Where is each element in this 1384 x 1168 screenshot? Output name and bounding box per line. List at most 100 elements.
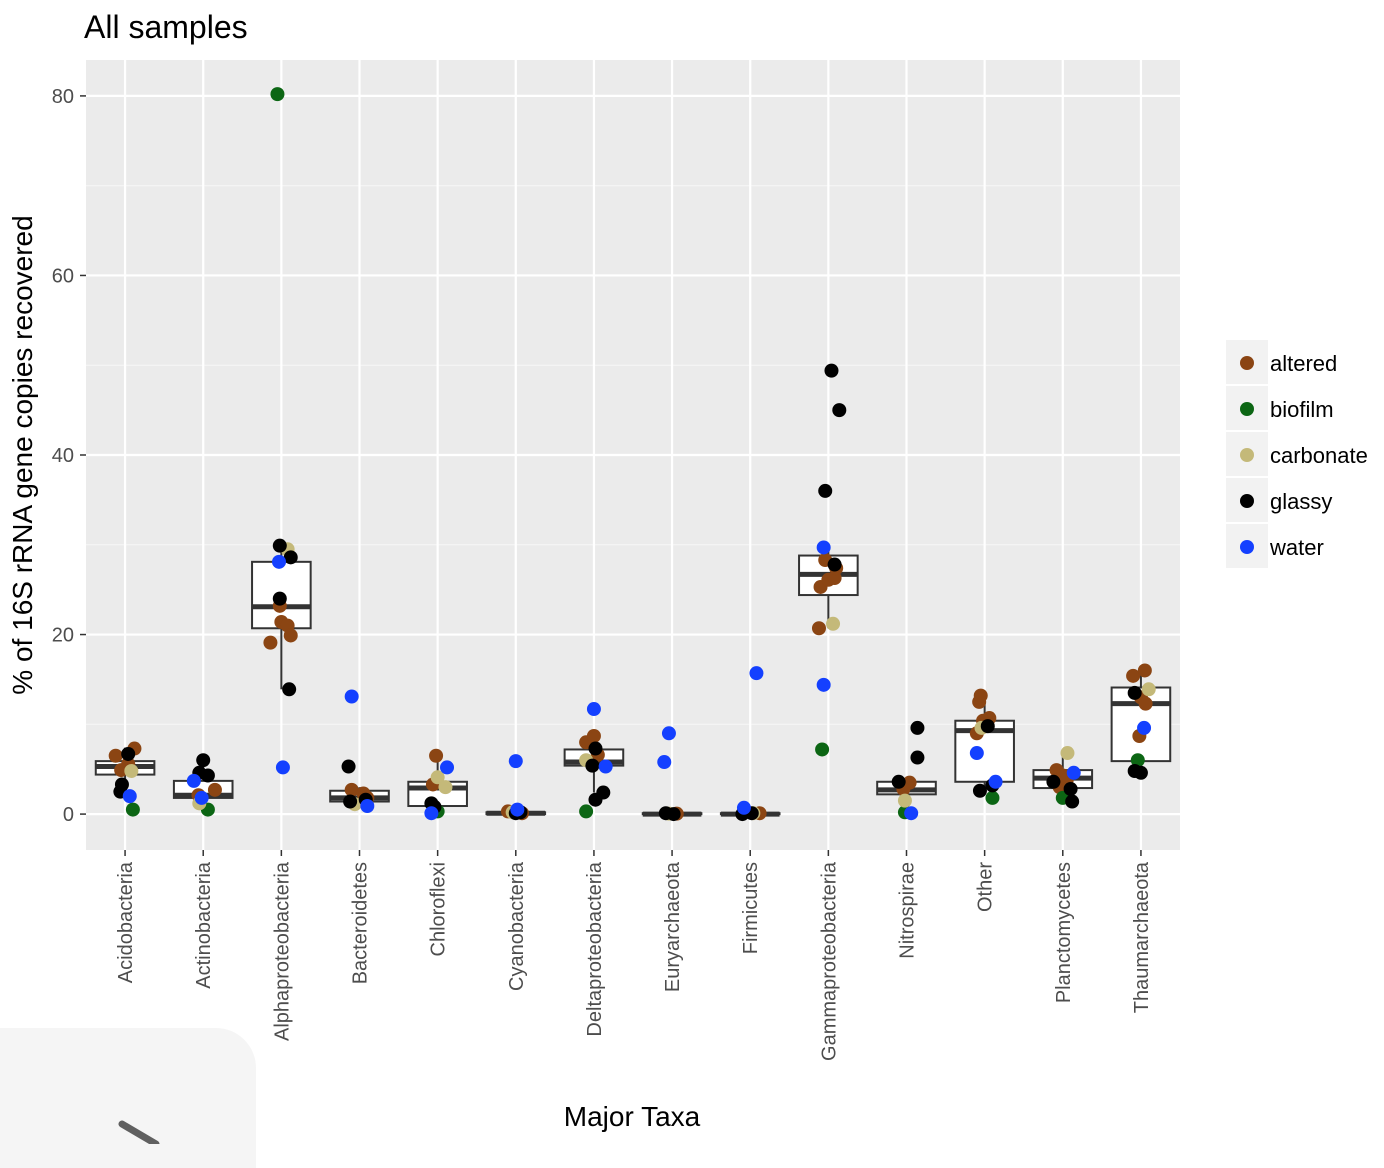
data-point [980,719,995,734]
data-point [816,677,831,692]
data-point [272,554,287,569]
data-point [598,759,613,774]
y-tick-label: 20 [52,625,74,647]
data-point [1066,765,1081,780]
x-tick-label: Cyanobacteria [506,861,528,991]
data-point [1127,685,1142,700]
data-point [596,785,611,800]
x-tick-label: Other [975,862,997,912]
legend-label: glassy [1270,489,1332,514]
legend-item: biofilm [1226,386,1334,430]
data-point [508,754,523,769]
toast-overlay [0,1028,256,1168]
data-point [1065,794,1080,809]
data-point [972,783,987,798]
data-point [1063,781,1078,796]
data-point [824,363,839,378]
legend-item: altered [1226,340,1337,384]
legend-marker [1240,448,1254,462]
data-point [124,764,139,778]
data-point [736,800,751,815]
x-tick-label: Gammaproteobacteria [818,861,840,1061]
legend-marker [1240,494,1254,508]
data-point [186,773,201,788]
data-point [1126,668,1141,683]
data-point [815,742,830,757]
data-point [1130,753,1145,768]
data-point [816,540,831,555]
data-point [657,755,672,770]
x-tick-label: Actinobacteria [193,861,215,989]
data-point [1141,682,1156,697]
data-point [988,774,1003,789]
y-axis: 0 20 40 60 80 [52,86,86,826]
legend-marker [1240,540,1254,554]
x-tick-label: Thaumarchaeota [1131,861,1153,1013]
data-point [891,774,906,789]
data-point [985,790,1000,805]
grid-lines [86,60,1180,850]
y-tick-label: 0 [63,804,74,826]
data-point [263,635,278,650]
data-point [438,780,453,795]
data-point [207,782,222,797]
chart-title: All samples [84,9,248,45]
legend-label: biofilm [1270,397,1334,422]
data-point [1138,696,1153,711]
data-points [108,87,1156,822]
data-point [510,802,525,817]
data-point [121,746,136,761]
data-point [666,807,681,822]
data-point [910,750,925,765]
data-point [749,666,764,681]
data-point [1133,765,1148,780]
data-point [973,688,988,703]
y-tick-label: 60 [52,265,74,287]
x-tick-label: Alphaproteobacteria [271,861,293,1041]
legend-label: altered [1270,351,1337,376]
legend-label: carbonate [1270,443,1368,468]
data-point [910,720,925,735]
data-point [661,726,676,741]
legend-marker [1240,356,1254,370]
data-point [114,763,129,778]
x-tick-label: Acidobacteria [115,861,137,983]
pencil-icon [118,1120,160,1144]
y-axis-title: % of 16S rRNA gene copies recovered [7,215,38,694]
data-point [283,550,298,565]
data-point [272,591,287,606]
data-point [579,804,594,819]
x-tick-label: Nitrospirae [897,862,919,959]
data-point [360,799,375,814]
data-point [826,616,841,631]
x-tick-label: Firmicutes [740,862,762,954]
data-point [125,802,140,817]
x-tick-label: Planctomycetes [1053,862,1075,1003]
y-tick-label: 40 [52,445,74,467]
x-axis: Acidobacteria Actinobacteria Alphaproteoba… [115,850,1153,1061]
data-point [818,483,833,498]
data-point [430,770,445,785]
legend: altered biofilm carbonate glassy water [1226,340,1368,568]
data-point [1046,774,1061,789]
x-tick-label: Deltaproteobacteria [584,861,606,1036]
data-point [586,702,601,717]
x-axis-title: Major Taxa [564,1101,701,1132]
data-point [832,403,847,418]
y-tick-label: 80 [52,86,74,108]
data-point [1137,720,1152,735]
data-point [108,748,123,763]
data-point [344,689,359,704]
data-point [196,753,211,768]
data-point [1060,746,1075,761]
data-point [283,628,298,643]
legend-label: water [1269,535,1324,560]
data-point [194,790,209,805]
x-tick-label: Euryarchaeota [662,861,684,992]
data-point [343,794,358,809]
data-point [827,557,842,572]
data-point [811,621,826,636]
data-point [586,728,601,743]
data-point [897,793,912,808]
data-point [424,806,439,821]
